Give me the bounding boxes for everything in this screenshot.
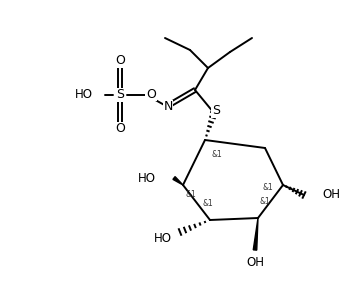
Text: &1: &1 <box>262 182 273 192</box>
Text: &1: &1 <box>211 150 222 159</box>
Text: OH: OH <box>246 255 264 269</box>
Polygon shape <box>173 177 183 185</box>
Text: HO: HO <box>154 231 172 245</box>
Text: &1: &1 <box>203 199 213 208</box>
Text: O: O <box>115 55 125 67</box>
Text: &1: &1 <box>185 190 196 199</box>
Text: HO: HO <box>75 88 93 102</box>
Text: N: N <box>163 100 173 114</box>
Polygon shape <box>253 218 258 250</box>
Text: O: O <box>146 88 156 100</box>
Text: S: S <box>212 104 220 118</box>
Text: &1: &1 <box>260 197 271 206</box>
Text: OH: OH <box>322 188 340 202</box>
Text: HO: HO <box>138 172 156 184</box>
Text: O: O <box>115 122 125 136</box>
Text: S: S <box>116 88 124 102</box>
